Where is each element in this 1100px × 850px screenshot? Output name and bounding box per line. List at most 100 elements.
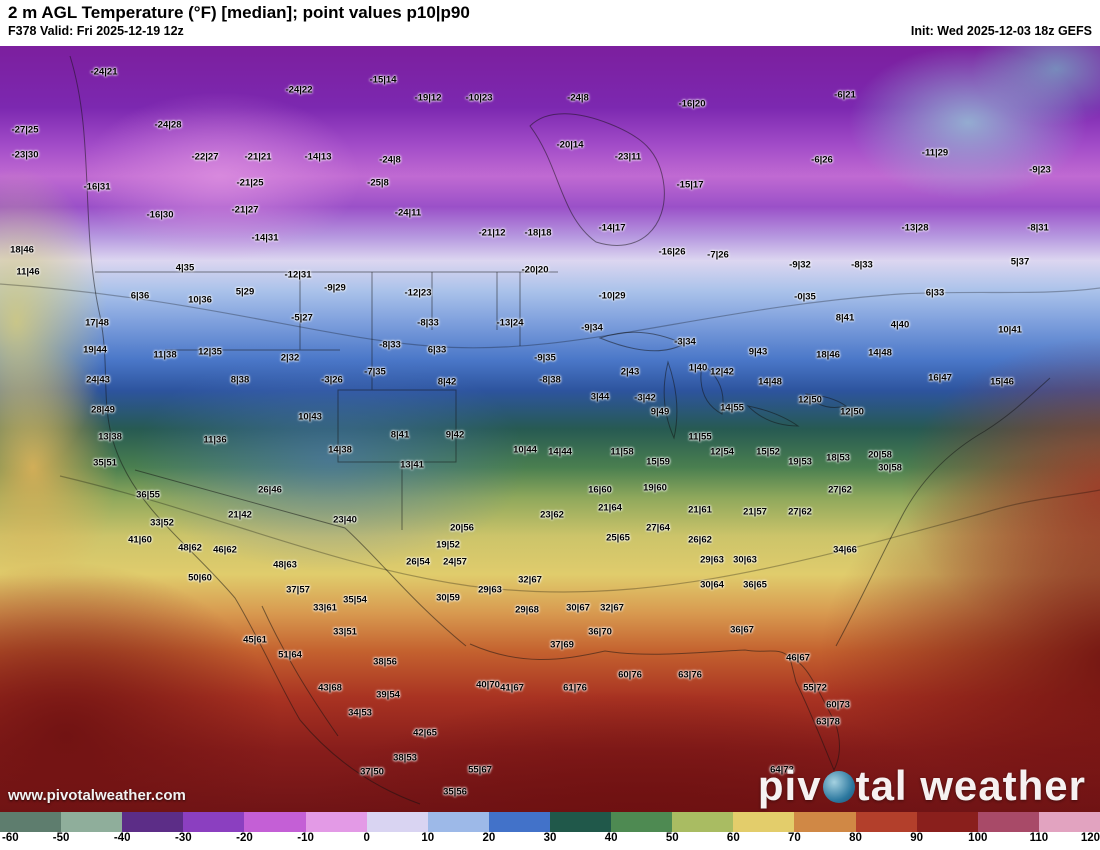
point-value: 63|76 <box>678 669 702 681</box>
point-value: 41|60 <box>128 534 152 546</box>
colorbar-segment <box>855 812 917 832</box>
point-value: 19|53 <box>788 456 812 468</box>
colorbar-tick: -20 <box>236 832 253 844</box>
point-value: 11|46 <box>16 266 40 278</box>
point-value: 15|52 <box>756 446 780 458</box>
point-value: 38|56 <box>373 656 397 668</box>
colorbar-tick: 110 <box>1029 832 1049 844</box>
point-value: -7|35 <box>364 366 386 378</box>
point-value: 24|57 <box>443 556 467 568</box>
point-value: -16|26 <box>658 246 686 258</box>
point-value: -8|31 <box>1027 222 1049 234</box>
point-value: -24|22 <box>285 84 313 96</box>
colorbar-tick: 100 <box>968 832 988 844</box>
point-value: 8|41 <box>835 312 855 324</box>
colorbar-segment <box>733 812 795 832</box>
point-value: -3|34 <box>674 336 696 348</box>
colorbar-segment <box>672 812 734 832</box>
point-value: 19|44 <box>83 344 107 356</box>
point-value: 17|48 <box>85 317 109 329</box>
point-value: -14|31 <box>251 232 279 244</box>
point-value: 11|58 <box>610 446 634 458</box>
isotherm-contour-north <box>0 283 1100 349</box>
point-value: 35|56 <box>443 786 467 798</box>
colorbar-segment <box>0 812 62 832</box>
point-value: -8|33 <box>379 339 401 351</box>
point-value: 10|44 <box>513 444 537 456</box>
lake-ontario <box>804 393 848 408</box>
point-value: 14|38 <box>328 444 352 456</box>
point-value: 11|36 <box>203 434 227 446</box>
point-value: 16|47 <box>928 372 952 384</box>
point-value: -8|38 <box>539 374 561 386</box>
colorbar-tick: 20 <box>482 832 496 844</box>
point-value: 13|38 <box>98 431 122 443</box>
point-value: 43|68 <box>318 682 342 694</box>
point-value: 12|50 <box>840 406 864 418</box>
point-value: 10|43 <box>298 411 322 423</box>
point-value: 27|64 <box>646 522 670 534</box>
point-value: 60|73 <box>826 699 850 711</box>
point-value: -5|27 <box>291 312 313 324</box>
point-value: 27|62 <box>828 484 852 496</box>
point-value: 36|65 <box>743 579 767 591</box>
point-value: 2|43 <box>620 366 640 378</box>
colorbar-segment <box>611 812 673 832</box>
point-value: -3|26 <box>321 374 343 386</box>
lake-erie <box>746 405 800 427</box>
colorbar-tick: 30 <box>543 832 557 844</box>
point-value: 6|33 <box>925 287 945 299</box>
point-value: 35|51 <box>93 457 117 469</box>
gulf-coastline <box>469 643 791 660</box>
header-subrow: F378 Valid: Fri 2025-12-19 12z Init: Wed… <box>0 23 1100 38</box>
map-title: 2 m AGL Temperature (°F) [median]; point… <box>8 3 470 22</box>
colorbar-tick: -10 <box>297 832 314 844</box>
colorbar-tick: 50 <box>665 832 679 844</box>
point-value: 38|53 <box>393 752 417 764</box>
point-value: 16|60 <box>588 484 612 496</box>
hudson-bay <box>529 113 665 246</box>
point-value: -14|17 <box>598 222 626 234</box>
point-value: 15|59 <box>646 456 670 468</box>
point-value: 19|60 <box>643 482 667 494</box>
colorbar-tick: 70 <box>788 832 801 844</box>
us-mexico-border <box>134 469 467 647</box>
point-value: -8|33 <box>417 317 439 329</box>
point-value: 8|41 <box>390 429 410 441</box>
point-value: 25|65 <box>606 532 630 544</box>
point-value: 30|64 <box>700 579 724 591</box>
point-value: -6|26 <box>811 154 833 166</box>
point-value: 9|43 <box>748 346 768 358</box>
point-value: 29|63 <box>478 584 502 596</box>
point-value: -16|20 <box>678 98 706 110</box>
point-value: 5|37 <box>1010 256 1030 268</box>
point-value: 33|61 <box>313 602 337 614</box>
brand-text-right: tal weather <box>855 762 1086 809</box>
florida-peninsula <box>789 657 840 772</box>
point-value: 40|70 <box>476 679 500 691</box>
point-value: 37|50 <box>360 766 384 778</box>
map-borders <box>0 55 1100 805</box>
point-value: 12|50 <box>798 394 822 406</box>
point-value: -25|8 <box>367 177 389 189</box>
point-value: 14|55 <box>720 402 744 414</box>
point-value: 46|62 <box>213 544 237 556</box>
init-time-label: Init: Wed 2025-12-03 18z GEFS <box>910 24 1092 38</box>
point-value: 24|43 <box>86 374 110 386</box>
point-value: -21|27 <box>231 204 259 216</box>
point-value: 12|42 <box>710 366 734 378</box>
point-value: 27|62 <box>788 506 812 518</box>
point-value: 63|78 <box>816 716 840 728</box>
colorbar-segment <box>366 812 428 832</box>
colorbar-segment <box>549 812 612 832</box>
point-value: -0|35 <box>794 291 816 303</box>
point-value: 2|32 <box>280 352 300 364</box>
point-value: 34|53 <box>348 707 372 719</box>
colorbar-segment <box>794 812 856 832</box>
point-value: -8|33 <box>851 259 873 271</box>
point-value: 29|63 <box>700 554 724 566</box>
header: 2 m AGL Temperature (°F) [median]; point… <box>0 0 1100 46</box>
map-canvas: www.pivotalweather.com piv tal weather -2… <box>0 46 1100 812</box>
point-value: 61|76 <box>563 682 587 694</box>
